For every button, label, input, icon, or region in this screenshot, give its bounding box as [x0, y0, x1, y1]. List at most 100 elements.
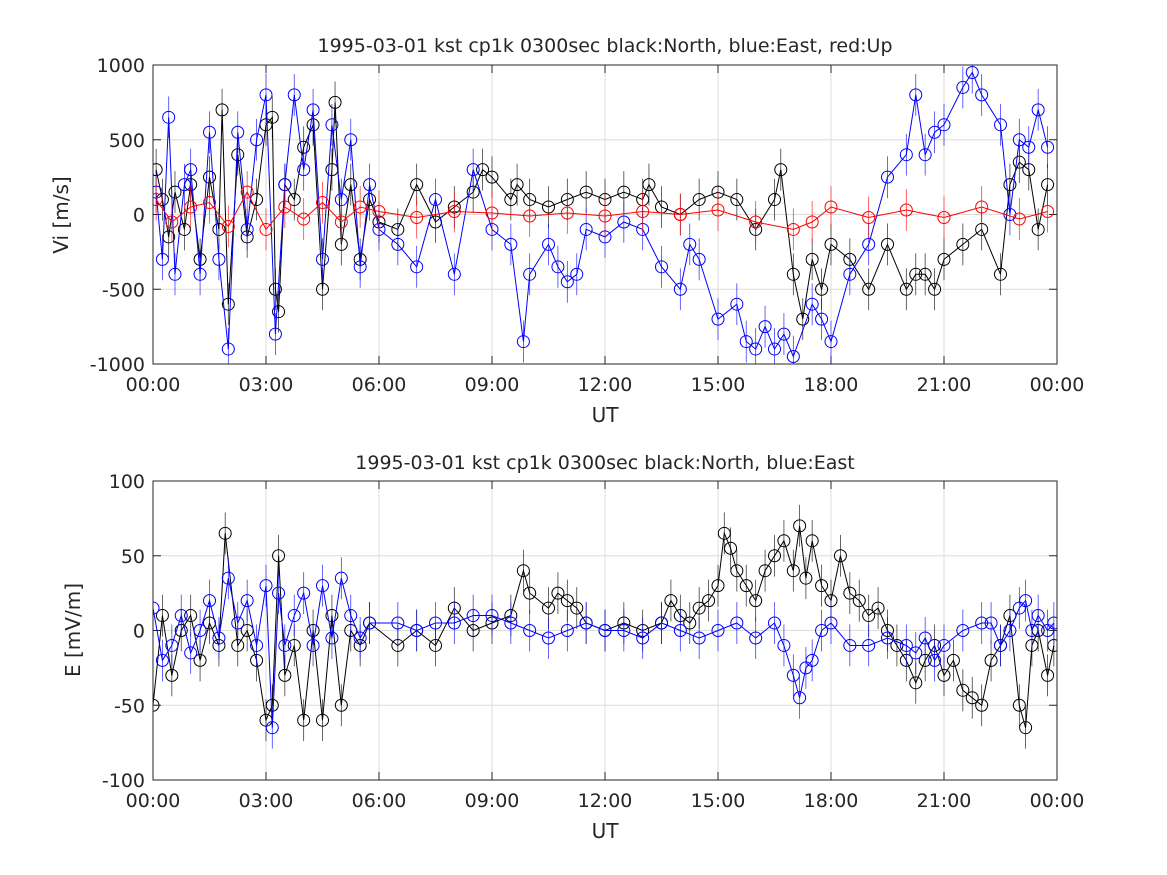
top-north-data-point	[937, 252, 951, 266]
top-east-data-point	[353, 260, 367, 274]
top-east-data-point	[523, 267, 537, 281]
top-east-data-point	[843, 267, 857, 281]
top-east-data-point	[551, 260, 565, 274]
top-east-data-point	[466, 163, 480, 177]
bottom-x-tick-label: 03:00	[239, 790, 294, 812]
bottom-north-data-point	[334, 698, 348, 712]
bottom-y-tick-label: -50	[114, 695, 145, 717]
bottom-north-data-point	[956, 683, 970, 697]
bottom-north-data-point	[805, 534, 819, 548]
top-north-data-point	[1031, 222, 1045, 236]
top-east-data-point	[786, 350, 800, 364]
bottom-north-data-point	[786, 564, 800, 578]
top-north-data-point	[344, 178, 358, 192]
top-north-data-point	[504, 193, 518, 207]
bottom-east-data-point	[353, 631, 367, 645]
bottom-east-data-point	[928, 653, 942, 667]
top-east-data-point	[155, 252, 169, 266]
top-north-data-point	[881, 237, 894, 251]
bottom-north-data-point	[664, 594, 678, 608]
top-east-data-point	[240, 222, 254, 236]
bottom-north-data-point	[1012, 698, 1026, 712]
top-up-data-point	[447, 205, 461, 219]
bottom-east-data-point	[805, 653, 819, 667]
bottom-east-data-point	[334, 571, 348, 585]
bottom-north-data-point	[1019, 721, 1033, 735]
bottom-axes-frame	[152, 480, 1058, 781]
top-north-data-point	[542, 200, 555, 214]
bottom-east-data-point	[1031, 609, 1045, 623]
top-x-tick-label: 00:00	[1030, 374, 1085, 396]
bottom-east-data-point	[1019, 594, 1033, 608]
top-north-data-point	[212, 222, 226, 236]
top-north-data-point	[909, 267, 923, 281]
top-up-data-point	[221, 219, 235, 233]
top-east-data-point	[212, 252, 226, 266]
bottom-north-data-point	[777, 534, 791, 548]
top-east-data-point	[344, 133, 358, 147]
bottom-east-data-point	[975, 616, 989, 630]
top-east-data-point	[447, 267, 461, 281]
bottom-y-tick-label: 0	[133, 621, 145, 643]
top-north-data-point	[221, 297, 235, 311]
bottom-east-data-point	[297, 586, 311, 600]
top-east-data-point	[231, 125, 245, 139]
bottom-north-data-point	[793, 519, 807, 533]
bottom-x-tick-label: 00:00	[1030, 790, 1085, 812]
top-x-tick-label: 21:00	[917, 374, 972, 396]
top-north-data-point	[730, 193, 744, 207]
top-east-data-point	[193, 267, 207, 281]
bottom-east-data-point	[1025, 624, 1039, 637]
top-north-data-point	[265, 110, 279, 124]
bottom-y-tick-label: -100	[102, 770, 145, 792]
top-east-data-point	[617, 215, 631, 229]
top-north-data-point	[579, 185, 593, 199]
top-east-data-point	[965, 65, 979, 79]
bottom-east-data-point	[673, 624, 687, 637]
bottom-north-data-point	[542, 601, 555, 615]
top-east-data-point	[410, 260, 424, 274]
top-east-data-point	[928, 125, 942, 139]
top-east-data-point	[259, 88, 273, 102]
bottom-east-data-point	[692, 631, 706, 645]
top-x-tick-label: 18:00	[804, 374, 859, 396]
top-east-data-point	[542, 237, 555, 251]
top-east-data-point	[516, 335, 530, 349]
top-east-data-point	[1041, 140, 1055, 154]
top-east-data-point	[730, 297, 744, 311]
bottom-east-data-point	[466, 609, 480, 623]
bottom-x-tick-label: 15:00	[691, 790, 746, 812]
top-east-data-point	[221, 342, 235, 356]
bottom-east-data-point	[287, 609, 301, 623]
bottom-east-data-point	[909, 646, 923, 660]
top-north-data-point	[177, 222, 191, 236]
top-north-data-point	[862, 282, 876, 296]
top-east-data-point	[325, 118, 339, 132]
bottom-x-tick-label: 12:00	[578, 790, 633, 812]
top-east-data-point	[899, 148, 913, 162]
bottom-east-data-point	[749, 631, 763, 645]
bottom-east-data-point	[174, 609, 188, 623]
bottom-east-data-point	[265, 721, 279, 735]
bottom-north-data-point	[946, 653, 960, 667]
bottom-east-data-point	[153, 601, 160, 615]
bottom-east-data-point	[306, 638, 320, 652]
top-east-data-point	[250, 133, 264, 147]
top-north-data-point	[510, 178, 524, 192]
bottom-north-data-point	[287, 638, 301, 652]
top-east-data-point	[758, 320, 772, 334]
top-north-data-point	[768, 193, 781, 207]
top-x-tick-label: 09:00	[465, 374, 520, 396]
bottom-north-data-point	[193, 653, 207, 667]
bottom-y-tick-label: 100	[109, 471, 145, 493]
bottom-east-data-point	[325, 631, 339, 645]
top-east-data-point	[683, 237, 697, 251]
bottom-east-data-point	[410, 624, 424, 637]
top-up-data-point	[165, 215, 179, 229]
top-north-data-point	[485, 170, 499, 184]
top-east-data-point	[570, 267, 584, 281]
bottom-east-data-point	[824, 616, 838, 630]
bottom-east-data-point	[899, 638, 913, 652]
bottom-east-data-point	[542, 631, 555, 645]
bottom-east-data-point	[1003, 624, 1017, 637]
